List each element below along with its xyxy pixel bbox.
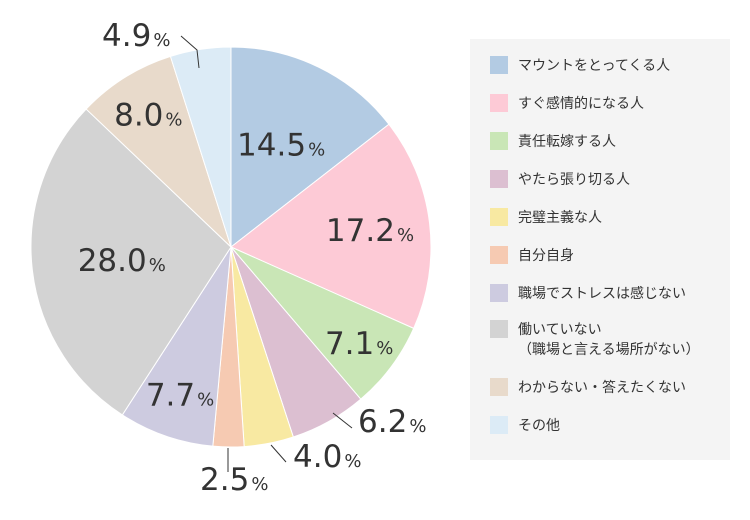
legend-item-10: その他 — [490, 416, 560, 436]
legend-item-5: 完璧主義な人 — [490, 208, 602, 228]
leader-line-10 — [180, 35, 200, 69]
legend-label: 職場でストレスは感じない — [518, 286, 686, 302]
legend-label: 働いていない （職場と言える場所がない） — [518, 322, 700, 358]
legend-item-3: 責任転嫁する人 — [490, 132, 616, 152]
legend-item-8: 働いていない （職場と言える場所がない） — [490, 320, 700, 360]
pie-slice-10 — [169, 46, 232, 248]
legend-item-9: わからない・答えたくない — [490, 378, 686, 398]
legend: マウントをとってくる人 すぐ感情的になる人 責任転嫁する人 やたら張り切る人 完璧主義な… — [470, 39, 730, 460]
pie-slice-2 — [230, 123, 432, 330]
data-label-2: 17.2% — [326, 213, 414, 249]
legend-label: わからない・答えたくない — [518, 380, 686, 396]
pie-slice-1 — [230, 46, 390, 249]
legend-swatch — [490, 246, 508, 264]
data-label-1: 14.5% — [237, 128, 325, 164]
legend-label: 自分自身 — [518, 248, 574, 264]
legend-swatch — [490, 284, 508, 302]
legend-swatch — [490, 416, 508, 434]
legend-item-1: マウントをとってくる人 — [490, 56, 670, 76]
data-label-6: 2.5% — [200, 462, 268, 498]
legend-label: マウントをとってくる人 — [518, 58, 671, 74]
legend-swatch — [490, 378, 508, 396]
data-label-7: 7.7% — [146, 377, 214, 413]
legend-item-2: すぐ感情的になる人 — [490, 94, 644, 114]
data-label-3: 7.1% — [325, 326, 393, 362]
legend-label: 責任転嫁する人 — [518, 134, 616, 150]
legend-item-6: 自分自身 — [490, 246, 574, 266]
legend-swatch — [490, 320, 508, 338]
data-label-8: 28.0% — [78, 243, 166, 279]
legend-label: その他 — [518, 418, 560, 434]
legend-label: 完璧主義な人 — [518, 210, 602, 226]
legend-label: やたら張り切る人 — [518, 172, 630, 188]
data-label-5: 4.0% — [293, 439, 361, 475]
data-label-10: 4.9% — [102, 18, 170, 54]
pie-slices — [30, 46, 432, 448]
legend-swatch — [490, 208, 508, 226]
data-label-4: 6.2% — [358, 404, 426, 440]
data-label-9: 8.0% — [114, 98, 182, 134]
pie-slice-9 — [85, 55, 232, 248]
data-labels: 14.5 % 17.2 % 7.1 % 6.2 %4.0 % 2.5 % 7.7 % 28.0 % 8.0 % 4… — [78, 18, 427, 498]
leader-lines — [180, 35, 353, 472]
pie-slice-7 — [121, 246, 232, 447]
pie-slice-8 — [30, 108, 232, 416]
legend-swatch — [490, 56, 508, 74]
legend-swatch — [490, 132, 508, 150]
leader-line-5 — [270, 444, 287, 463]
legend-item-4: やたら張り切る人 — [490, 170, 630, 190]
legend-swatch — [490, 94, 508, 112]
legend-item-7: 職場でストレスは感じない — [490, 284, 686, 304]
legend-label: すぐ感情的になる人 — [518, 96, 644, 112]
leader-line-4 — [332, 412, 353, 429]
legend-swatch — [490, 170, 508, 188]
